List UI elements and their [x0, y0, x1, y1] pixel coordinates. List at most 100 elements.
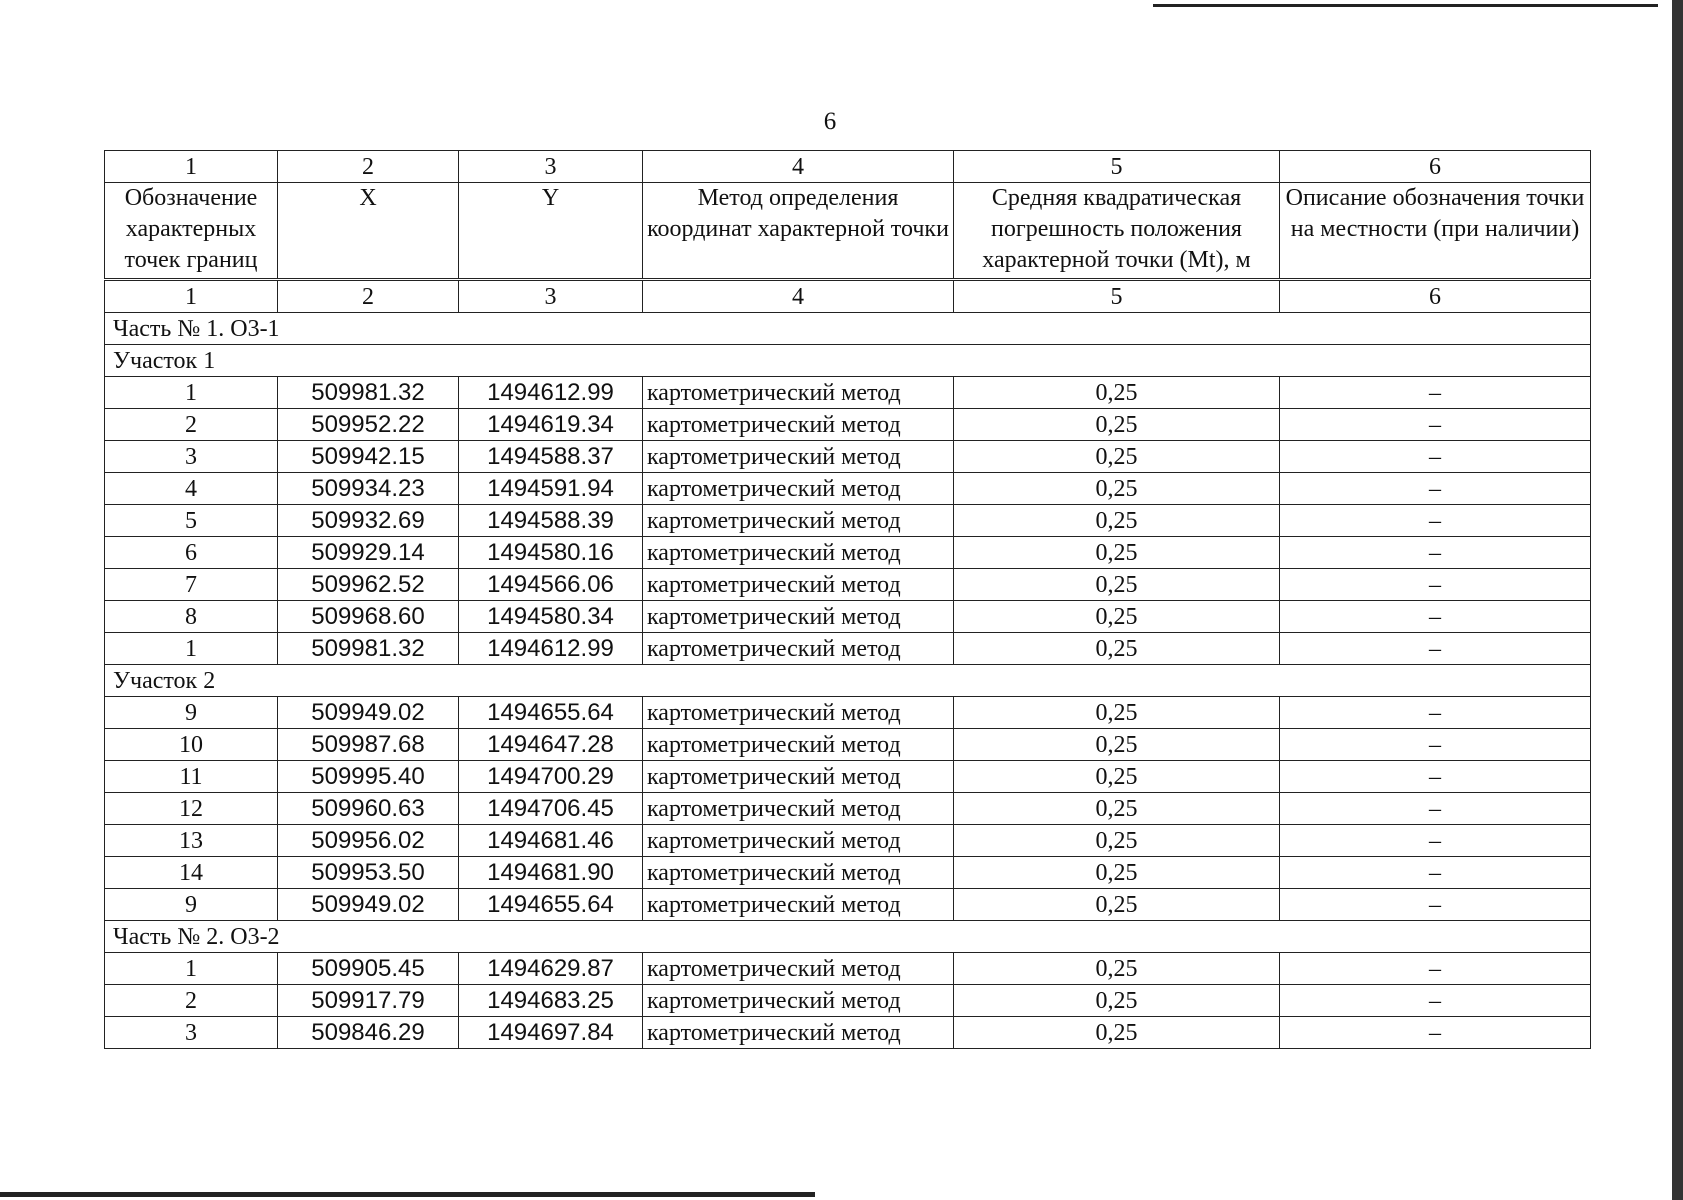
method: картометрический метод — [642, 408, 954, 441]
header-point: Обозначение характерных точек границ — [104, 182, 278, 280]
point-id: 12 — [104, 792, 278, 825]
description: – — [1279, 600, 1591, 633]
description: – — [1279, 408, 1591, 441]
coord-y: 1494566.06 — [458, 568, 643, 601]
point-id: 1 — [104, 376, 278, 409]
table-row: 13 509956.02 1494681.46 картометрический ме… — [104, 824, 1591, 857]
table-row: 10 509987.68 1494647.28 картометрический ме… — [104, 728, 1591, 761]
table-row: 1 509981.32 1494612.99 картометрический мет… — [104, 376, 1591, 409]
column-number: 4 — [642, 150, 954, 183]
coord-x: 509846.29 — [277, 1016, 459, 1049]
description: – — [1279, 1016, 1591, 1049]
table-row: 9 509949.02 1494655.64 картометрический мет… — [104, 888, 1591, 921]
method: картометрический метод — [642, 536, 954, 569]
column-number: 1 — [104, 150, 278, 183]
scan-edge — [1672, 0, 1683, 1200]
coord-y: 1494697.84 — [458, 1016, 643, 1049]
mean-error: 0,25 — [953, 696, 1280, 729]
section-title: Часть № 1. О3-1 — [104, 312, 1591, 345]
coord-x: 509987.68 — [277, 728, 459, 761]
table-row: 12 509960.63 1494706.45 картометрический ме… — [104, 792, 1591, 825]
description: – — [1279, 984, 1591, 1017]
method: картометрический метод — [642, 472, 954, 505]
mean-error: 0,25 — [953, 856, 1280, 889]
point-id: 3 — [104, 1016, 278, 1049]
coord-x: 509981.32 — [277, 632, 459, 665]
table-row: 3 509846.29 1494697.84 картометрический мет… — [104, 1016, 1591, 1049]
mean-error: 0,25 — [953, 824, 1280, 857]
coord-y: 1494706.45 — [458, 792, 643, 825]
description: – — [1279, 888, 1591, 921]
description: – — [1279, 632, 1591, 665]
table-row: 5 509932.69 1494588.39 картометрический мет… — [104, 504, 1591, 537]
coord-y: 1494619.34 — [458, 408, 643, 441]
table-row: 1 509981.32 1494612.99 картометрический мет… — [104, 632, 1591, 665]
point-id: 14 — [104, 856, 278, 889]
coord-y: 1494655.64 — [458, 696, 643, 729]
coord-y: 1494681.46 — [458, 824, 643, 857]
point-id: 9 — [104, 888, 278, 921]
coord-x: 509942.15 — [277, 440, 459, 473]
description: – — [1279, 376, 1591, 409]
point-id: 6 — [104, 536, 278, 569]
method: картометрический метод — [642, 888, 954, 921]
column-number-row: 1 2 3 4 5 6 — [104, 150, 1591, 183]
mean-error: 0,25 — [953, 568, 1280, 601]
method: картометрический метод — [642, 696, 954, 729]
description: – — [1279, 536, 1591, 569]
point-id: 2 — [104, 984, 278, 1017]
top-rule — [1153, 4, 1658, 7]
mean-error: 0,25 — [953, 888, 1280, 921]
mean-error: 0,25 — [953, 376, 1280, 409]
column-number: 4 — [642, 278, 954, 313]
column-number: 5 — [953, 150, 1280, 183]
coord-y: 1494580.34 — [458, 600, 643, 633]
coord-x: 509995.40 — [277, 760, 459, 793]
point-id: 1 — [104, 632, 278, 665]
method: картометрический метод — [642, 792, 954, 825]
coord-x: 509968.60 — [277, 600, 459, 633]
header-description: Описание обозначения точки на местности … — [1279, 182, 1591, 280]
coord-y: 1494588.37 — [458, 440, 643, 473]
point-id: 9 — [104, 696, 278, 729]
table-row: 14 509953.50 1494681.90 картометрический ме… — [104, 856, 1591, 889]
coord-y: 1494681.90 — [458, 856, 643, 889]
point-id: 2 — [104, 408, 278, 441]
coord-x: 509962.52 — [277, 568, 459, 601]
table-row: 2 509952.22 1494619.34 картометрический мет… — [104, 408, 1591, 441]
coord-x: 509932.69 — [277, 504, 459, 537]
mean-error: 0,25 — [953, 632, 1280, 665]
description: – — [1279, 824, 1591, 857]
header-row: Обозначение характерных точек границ X Y… — [104, 182, 1591, 280]
coordinates-table: 1 2 3 4 5 6 Обозначение характерных точе… — [104, 150, 1591, 1049]
coord-x: 509917.79 — [277, 984, 459, 1017]
table-row: 2 509917.79 1494683.25 картометрический мет… — [104, 984, 1591, 1017]
point-id: 3 — [104, 440, 278, 473]
coord-x: 509949.02 — [277, 696, 459, 729]
table-row: 3 509942.15 1494588.37 картометрический мет… — [104, 440, 1591, 473]
section-row: Часть № 2. О3-2 — [104, 920, 1591, 953]
coord-y: 1494700.29 — [458, 760, 643, 793]
description: – — [1279, 760, 1591, 793]
table-row: 9 509949.02 1494655.64 картометрический мет… — [104, 696, 1591, 729]
mean-error: 0,25 — [953, 504, 1280, 537]
section-title: Участок 2 — [104, 664, 1591, 697]
coord-x: 509949.02 — [277, 888, 459, 921]
method: картометрический метод — [642, 984, 954, 1017]
coord-x: 509956.02 — [277, 824, 459, 857]
method: картометрический метод — [642, 1016, 954, 1049]
description: – — [1279, 440, 1591, 473]
mean-error: 0,25 — [953, 600, 1280, 633]
column-number: 2 — [277, 150, 459, 183]
mean-error: 0,25 — [953, 440, 1280, 473]
table-row: 11 509995.40 1494700.29 картометрический ме… — [104, 760, 1591, 793]
header-y: Y — [458, 182, 643, 280]
description: – — [1279, 504, 1591, 537]
coord-y: 1494588.39 — [458, 504, 643, 537]
point-id: 4 — [104, 472, 278, 505]
table-row: 8 509968.60 1494580.34 картометрический мет… — [104, 600, 1591, 633]
column-number: 6 — [1279, 150, 1591, 183]
header-error: Средняя квадратическая погрешность полож… — [953, 182, 1280, 280]
coord-x: 509952.22 — [277, 408, 459, 441]
description: – — [1279, 696, 1591, 729]
